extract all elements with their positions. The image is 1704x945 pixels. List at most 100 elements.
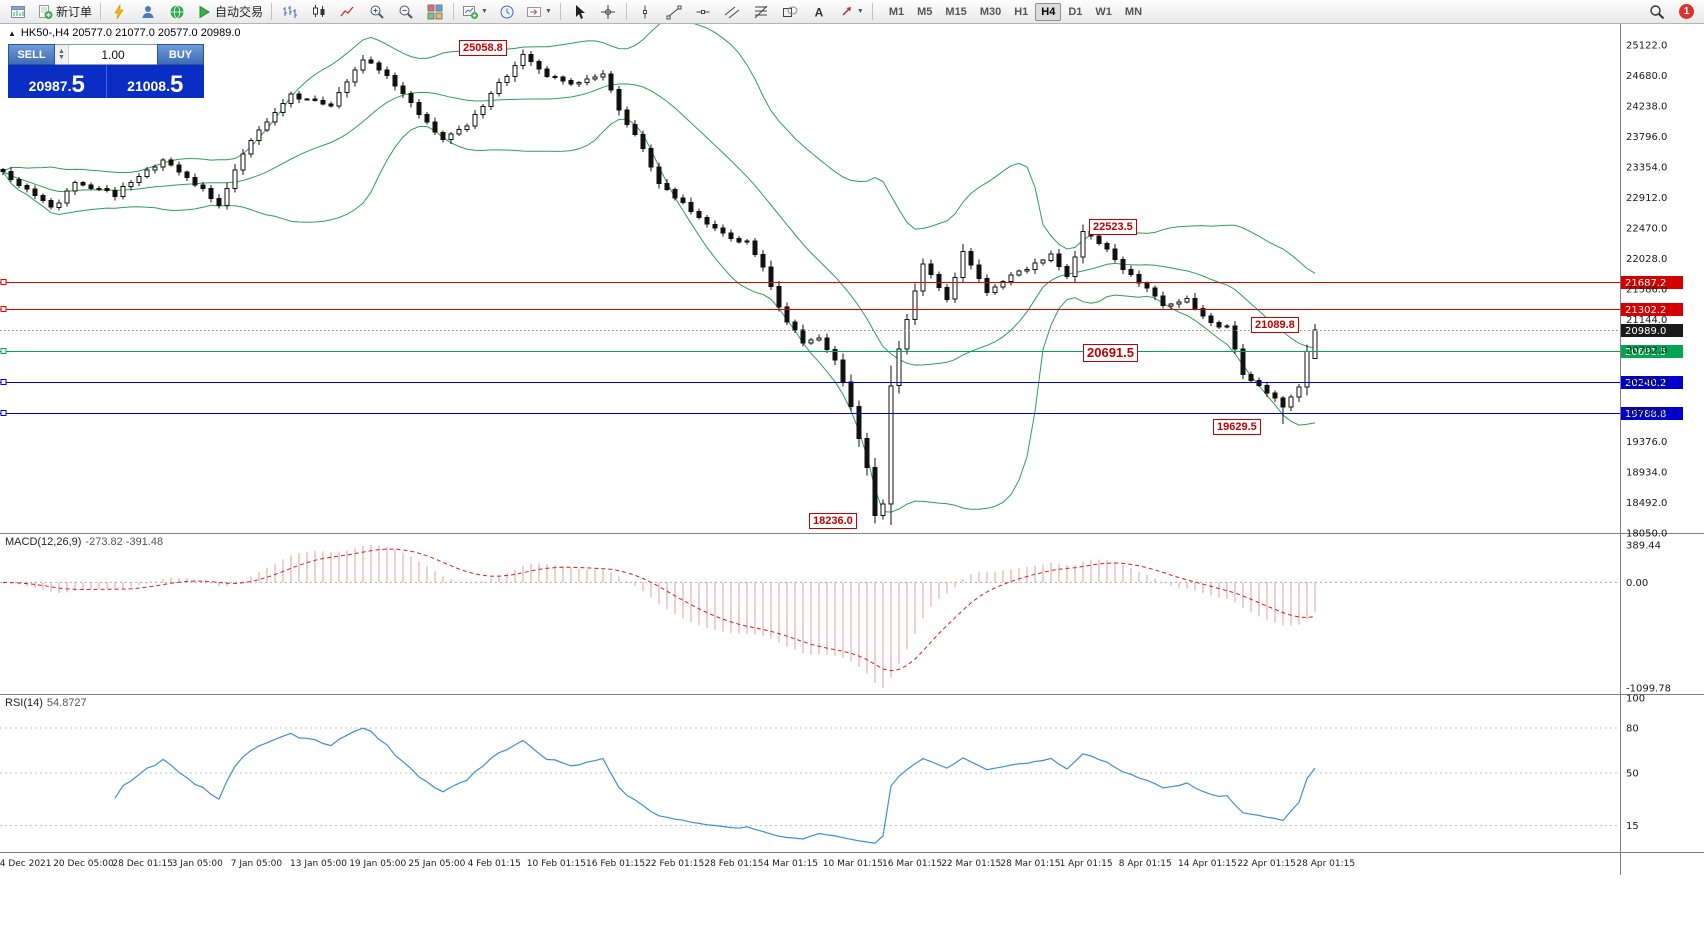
axis-price-tag-label: 19788.8 (1625, 409, 1666, 420)
y-axis-label: 22912.0 (1626, 193, 1667, 204)
auto-scroll-button[interactable] (493, 1, 521, 23)
autotrading-button[interactable]: 自动交易 (192, 1, 267, 23)
bar-chart-button[interactable] (276, 1, 304, 23)
line-handle[interactable] (0, 348, 7, 354)
dropdown-caret-icon[interactable]: ▼ (544, 8, 552, 15)
horizontal-line-icon (695, 4, 711, 20)
price-label[interactable]: 18236.0 (809, 513, 857, 529)
timeframe-m15[interactable]: M15 (945, 5, 967, 18)
vertical-line-tool-button[interactable] (631, 1, 659, 23)
spinner-down-icon[interactable]: ▼ (58, 53, 65, 61)
sell-button[interactable]: SELL (8, 44, 55, 65)
price-label[interactable]: 20691.5 (1083, 344, 1138, 362)
chart-window-button[interactable] (4, 1, 32, 23)
rsi-line (114, 727, 1316, 844)
accounts-button[interactable] (134, 1, 162, 23)
channel-tool-button[interactable] (718, 1, 746, 23)
timeframe-m1[interactable]: M1 (888, 5, 905, 18)
tile-windows-button[interactable] (421, 1, 449, 23)
y-axis-label: 19818.0 (1626, 406, 1667, 417)
chart-shift-icon (526, 4, 542, 20)
dropdown-caret-icon[interactable]: ▼ (856, 8, 864, 15)
volume-field[interactable]: ▲ ▼ 1.00 (55, 44, 157, 65)
timeframe-toolbar: M1 M5 M15 M30 H1 H4 D1 W1 MN (883, 2, 1148, 21)
shapes-tool-button[interactable] (776, 1, 804, 23)
x-axis-label: 19 Jan 05:00 (349, 859, 406, 869)
new-order-button[interactable]: 新订单 (33, 1, 96, 23)
macd-axis-label: -1099.78 (1626, 684, 1671, 695)
timeframe-w1[interactable]: W1 (1095, 5, 1112, 18)
toolbar-separator (453, 3, 455, 20)
candlestick-icon (311, 4, 327, 20)
rsi-axis-label: 100 (1626, 694, 1645, 705)
buy-button[interactable]: BUY (157, 44, 204, 65)
one-click-trading-panel: SELL ▲ ▼ 1.00 BUY 20987. 5 21008. 5 (8, 44, 204, 98)
one-click-collapse-icon[interactable]: ▲ (8, 28, 16, 38)
line-handle[interactable] (0, 410, 7, 416)
y-axis-label: 20260.0 (1626, 376, 1667, 387)
price-label[interactable]: 25058.8 (459, 40, 507, 56)
crosshair-tool-button[interactable] (594, 1, 622, 23)
line-handle[interactable] (0, 379, 7, 385)
candlestick-chart-button[interactable] (305, 1, 333, 23)
channel-icon (724, 4, 740, 20)
rsi-pane-label: RSI(14) 54.8727 (5, 697, 87, 709)
rsi-value: 54.8727 (46, 697, 87, 709)
line-handle[interactable] (0, 279, 7, 285)
timeframe-d1[interactable]: D1 (1068, 5, 1083, 18)
shapes-icon (782, 4, 798, 20)
y-axis-label: 21144.0 (1626, 315, 1667, 326)
arrows-tool-button[interactable]: ▼ (834, 1, 868, 23)
timeframe-h4[interactable]: H4 (1035, 2, 1062, 21)
spinner-up-icon[interactable]: ▲ (58, 47, 65, 55)
line-chart-button[interactable] (334, 1, 362, 23)
new-chart-button[interactable]: ▼ (458, 1, 492, 23)
fibonacci-tool-button[interactable] (747, 1, 775, 23)
price-label[interactable]: 19629.5 (1213, 419, 1261, 435)
macd-name: MACD(12,26,9) (5, 536, 82, 548)
axis-price-tag (1621, 276, 1683, 289)
cursor-tool-button[interactable] (565, 1, 593, 23)
cursor-icon (571, 4, 587, 20)
axis-price-tag-label: 20691.5 (1625, 347, 1666, 358)
x-axis-label: 16 Mar 01:15 (882, 859, 942, 869)
dropdown-caret-icon[interactable]: ▼ (481, 8, 488, 15)
axis-price-tag-label: 21302.2 (1625, 305, 1666, 316)
text-tool-button[interactable]: A (805, 1, 833, 23)
quotes-button[interactable] (105, 1, 133, 23)
community-button[interactable] (163, 1, 191, 23)
rsi-axis-label: 15 (1626, 821, 1639, 832)
notification-badge[interactable]: 1 (1679, 4, 1694, 19)
timeframe-mn[interactable]: MN (1124, 5, 1143, 18)
trade-panel-controls: SELL ▲ ▼ 1.00 BUY (8, 44, 204, 65)
timeframe-m30[interactable]: M30 (979, 5, 1002, 18)
timeframe-m5[interactable]: M5 (917, 5, 933, 18)
volume-spinner[interactable]: ▲ ▼ (55, 45, 69, 64)
new-order-icon (37, 4, 53, 20)
chart-shift-button[interactable]: ▼ (522, 1, 556, 23)
vertical-line-icon (637, 4, 653, 20)
y-axis-label: 25122.0 (1626, 40, 1667, 51)
zoom-out-button[interactable] (392, 1, 420, 23)
price-label[interactable]: 21089.8 (1251, 317, 1299, 333)
x-axis-label: 28 Feb 01:15 (704, 859, 763, 869)
volume-value[interactable]: 1.00 (101, 47, 125, 62)
trendline-tool-button[interactable] (660, 1, 688, 23)
price-label[interactable]: 22523.5 (1089, 219, 1137, 235)
rsi-axis-label: 50 (1626, 769, 1639, 780)
axes: 25122.0 24680.0 24238.0 23796.0 23354.0 22912… (0, 24, 1704, 875)
autotrading-label: 自动交易 (215, 5, 264, 19)
search-button[interactable] (1643, 1, 1671, 23)
horizontal-lines-layer: 21687.2 21302.2 20989.0 20691.5 20240.2 19788… (0, 276, 1683, 420)
x-axis-label: 10 Mar 01:15 (823, 859, 883, 869)
y-axis-label: 23796.0 (1626, 132, 1667, 143)
bar-chart-icon (282, 4, 298, 20)
zoom-in-button[interactable] (363, 1, 391, 23)
clock-icon (499, 4, 515, 20)
timeframe-h1[interactable]: H1 (1014, 5, 1029, 18)
line-handle[interactable] (0, 306, 7, 312)
y-axis-label: 20702.0 (1626, 345, 1667, 356)
horizontal-line-tool-button[interactable] (689, 1, 717, 23)
